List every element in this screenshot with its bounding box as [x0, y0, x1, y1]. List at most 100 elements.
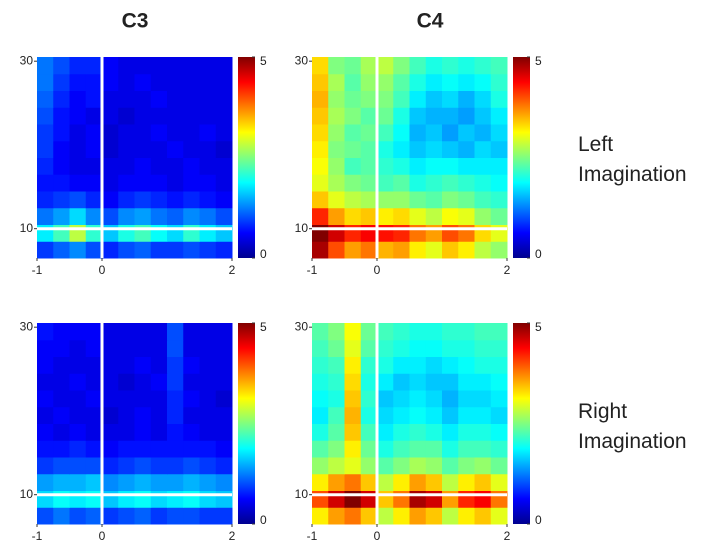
heat-cell	[53, 90, 70, 108]
heat-cell	[393, 207, 410, 225]
heat-cell	[118, 57, 135, 75]
heat-cell	[458, 390, 475, 408]
heat-cell	[328, 140, 345, 158]
heat-cell	[134, 457, 152, 475]
heat-cell	[85, 423, 103, 441]
heat-cell	[409, 124, 427, 142]
heat-cell	[344, 174, 362, 192]
heat-cell	[490, 157, 508, 175]
heat-cell	[215, 339, 233, 357]
heat-cell	[328, 191, 345, 209]
heat-cell	[183, 390, 200, 408]
heat-cell	[312, 440, 329, 458]
heat-cell	[215, 140, 233, 158]
heat-cell	[458, 440, 475, 458]
heat-cell	[85, 406, 103, 424]
heat-cell	[377, 241, 394, 259]
heat-cell	[215, 323, 233, 341]
heat-cell	[118, 174, 135, 192]
heat-cell	[490, 124, 508, 142]
heat-cell	[37, 423, 54, 441]
heat-cell	[118, 440, 135, 458]
heat-cell	[85, 356, 103, 374]
heat-cell	[377, 73, 394, 91]
heat-cell	[167, 241, 184, 259]
heat-cell	[393, 440, 410, 458]
heat-cell	[183, 473, 200, 491]
heat-cell	[344, 390, 362, 408]
heat-cell	[199, 457, 217, 475]
heat-cell	[312, 57, 329, 75]
heat-cell	[312, 73, 329, 91]
heat-cell	[134, 356, 152, 374]
heat-cell	[377, 90, 394, 108]
heat-cell	[69, 390, 87, 408]
heat-cell	[199, 507, 217, 525]
heat-cell	[118, 224, 135, 242]
heat-cell	[53, 73, 70, 91]
heat-cell	[474, 423, 492, 441]
heat-cell	[490, 507, 508, 525]
colorbar-tick-label: 0	[260, 513, 267, 527]
heat-cell	[167, 390, 184, 408]
heat-cell	[458, 107, 475, 125]
heat-cell	[442, 339, 459, 357]
heat-cell	[167, 157, 184, 175]
heat-cell	[328, 107, 345, 125]
heat-cell	[442, 457, 459, 475]
heat-cell	[150, 507, 168, 525]
heat-cell	[425, 457, 443, 475]
heat-cell	[150, 423, 168, 441]
heat-cell	[53, 339, 70, 357]
heat-cell	[393, 356, 410, 374]
heat-cell	[118, 507, 135, 525]
heat-cell	[312, 140, 329, 158]
heat-cell	[37, 373, 54, 391]
heat-cell	[377, 490, 394, 508]
heat-cell	[199, 140, 217, 158]
heat-cell	[328, 473, 345, 491]
y-tick-label: 10	[20, 487, 34, 501]
heat-cell	[377, 473, 394, 491]
heat-cell	[458, 406, 475, 424]
heat-cell	[474, 174, 492, 192]
heat-cell	[474, 191, 492, 209]
column-title: C3	[122, 10, 149, 33]
heat-cell	[134, 490, 152, 508]
heat-cell	[360, 124, 378, 142]
heat-cell	[85, 440, 103, 458]
heat-cell	[183, 423, 200, 441]
heat-cell	[53, 457, 70, 475]
heat-cell	[312, 507, 329, 525]
heat-cell	[150, 73, 168, 91]
heat-cell	[85, 473, 103, 491]
heat-cell	[53, 440, 70, 458]
heat-cell	[69, 457, 87, 475]
heat-cell	[167, 339, 184, 357]
heat-cell	[425, 423, 443, 441]
heat-cell	[215, 406, 233, 424]
heat-cell	[328, 323, 345, 341]
heat-cell	[183, 457, 200, 475]
heat-cell	[183, 73, 200, 91]
heat-cell	[425, 57, 443, 75]
heat-cell	[215, 423, 233, 441]
heat-cell	[490, 174, 508, 192]
heat-cell	[409, 73, 427, 91]
heat-cell	[37, 323, 54, 341]
heat-cell	[360, 490, 378, 508]
heat-cell	[199, 107, 217, 125]
heat-cell	[409, 339, 427, 357]
heat-cell	[442, 373, 459, 391]
heat-cell	[344, 423, 362, 441]
heat-cell	[393, 507, 410, 525]
heat-cell	[458, 241, 475, 259]
heat-cell	[37, 174, 54, 192]
heat-cell	[409, 57, 427, 75]
heat-cell	[425, 339, 443, 357]
heat-cell	[458, 124, 475, 142]
heat-cell	[37, 207, 54, 225]
heat-cell	[183, 406, 200, 424]
heat-cell	[377, 174, 394, 192]
